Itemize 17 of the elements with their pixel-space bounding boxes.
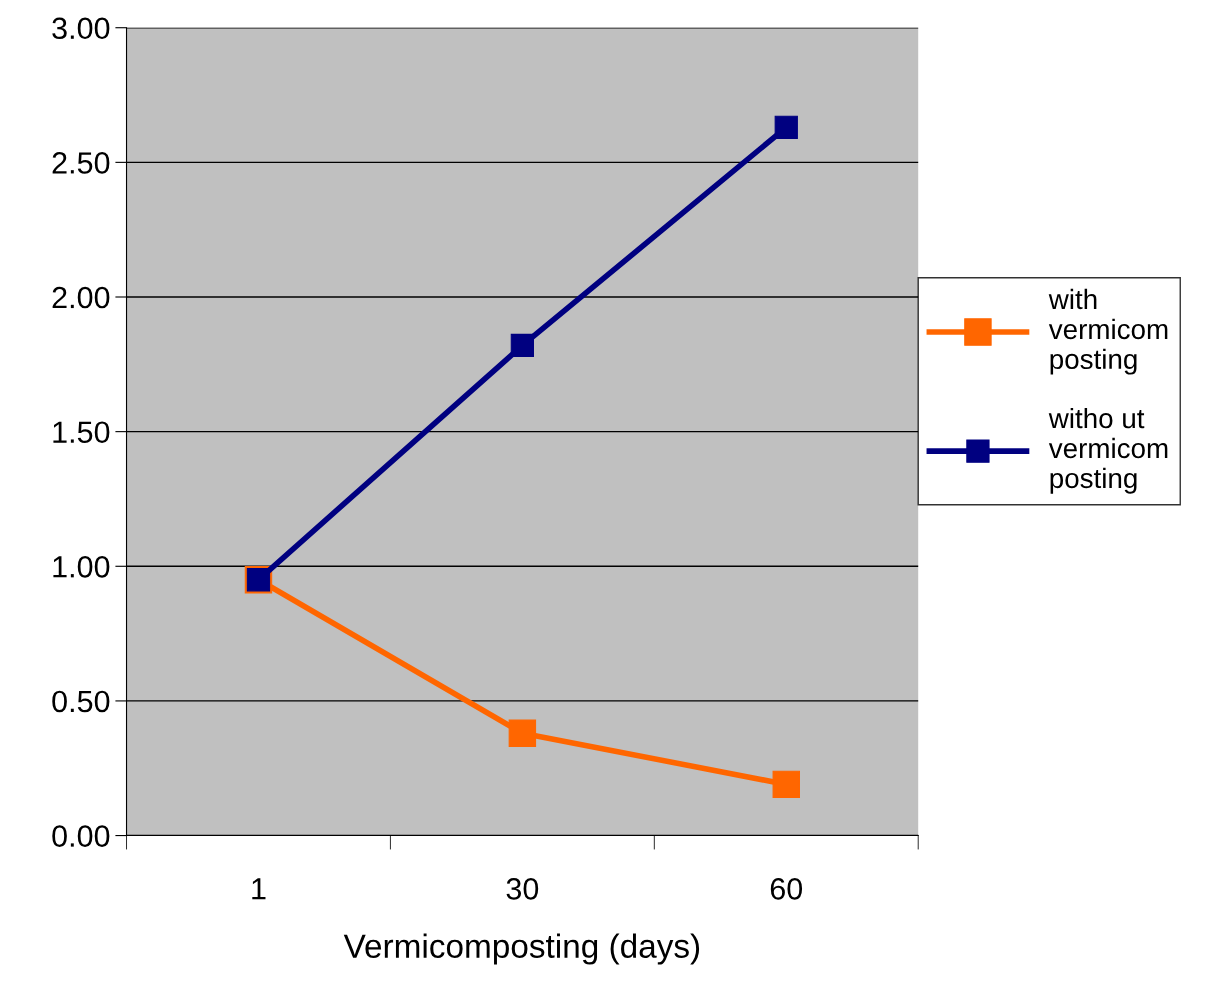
point [510,333,534,358]
y-tick-label: 2.00 [52,286,110,309]
point [772,770,800,799]
x-tick-label: 1 [252,878,266,900]
x-tick-label: 30 [506,878,539,900]
y-tick-label: 0.00 [52,825,110,847]
legend-label: with vermicom posting [1048,288,1168,375]
point [774,115,798,139]
y-tick-label: 0.50 [52,690,110,713]
legend-label: witho ut vermicom posting [1048,407,1168,494]
x-axis-title: Vermicomposting (days) [343,933,700,965]
y-tick-label: 1.50 [53,421,110,444]
x-tick-label: 60 [770,878,803,900]
y-tick-label: 1.00 [53,556,110,578]
y-tick-label: 3.00 [52,17,110,40]
y-tick-label: 2.50 [52,152,110,174]
point [508,719,537,747]
